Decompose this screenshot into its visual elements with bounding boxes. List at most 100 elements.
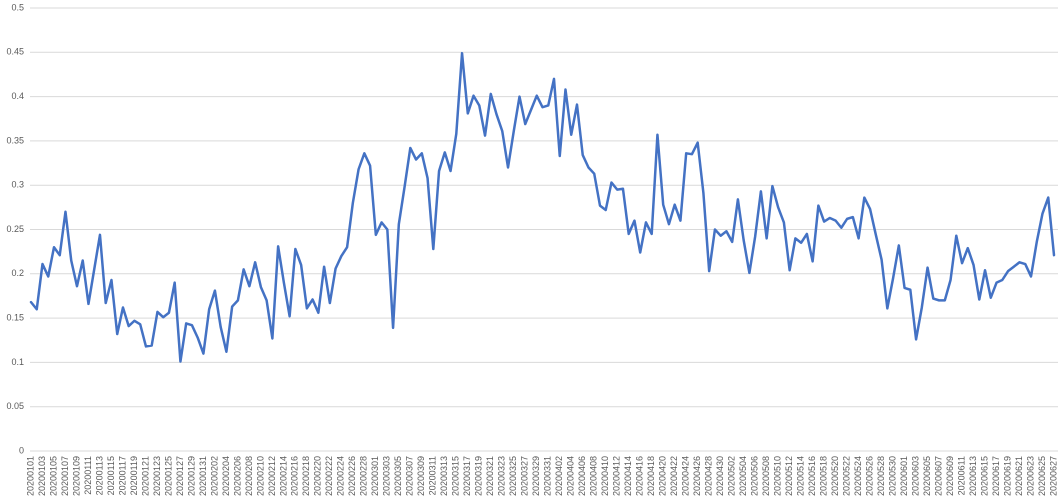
- x-tick-label: 20200317: [462, 456, 472, 496]
- x-tick-label: 20200216: [290, 456, 300, 496]
- x-tick-label: 20200524: [853, 456, 863, 496]
- x-tick-label: 20200412: [612, 456, 622, 496]
- x-tick-label: 20200121: [140, 456, 150, 496]
- x-tick-label: 20200321: [485, 456, 495, 496]
- x-tick-label: 20200516: [807, 456, 817, 496]
- x-tick-label: 20200117: [117, 456, 127, 495]
- x-tick-label: 20200615: [979, 456, 989, 496]
- x-tick-label: 20200508: [761, 456, 771, 496]
- x-tick-label: 20200607: [933, 456, 943, 496]
- x-tick-label: 20200502: [727, 456, 737, 496]
- x-tick-label: 20200202: [209, 456, 219, 496]
- x-tick-label: 20200623: [1025, 456, 1035, 496]
- x-tick-label: 20200414: [623, 456, 633, 496]
- x-tick-label: 20200111: [83, 456, 93, 495]
- x-tick-label: 20200123: [152, 456, 162, 496]
- x-tick-label: 20200113: [94, 456, 104, 495]
- x-tick-label: 20200430: [715, 456, 725, 496]
- x-tick-label: 20200307: [405, 456, 415, 496]
- x-tick-label: 20200105: [48, 456, 58, 496]
- x-tick-label: 20200510: [773, 456, 783, 496]
- x-tick-label: 20200605: [922, 456, 932, 496]
- x-tick-label: 20200528: [876, 456, 886, 496]
- data-line: [29, 51, 1056, 363]
- x-tick-label: 20200621: [1014, 456, 1024, 496]
- y-tick-label: 0.45: [6, 47, 24, 57]
- x-tick-label: 20200331: [543, 456, 553, 496]
- x-tick-label: 20200311: [428, 456, 438, 495]
- x-tick-label: 20200530: [887, 456, 897, 496]
- x-tick-label: 20200107: [60, 456, 70, 496]
- y-tick-label: 0.25: [6, 224, 24, 234]
- x-tick-label: 20200226: [347, 456, 357, 496]
- x-tick-label: 20200325: [508, 456, 518, 496]
- x-tick-label: 20200208: [244, 456, 254, 496]
- x-tick-label: 20200418: [646, 456, 656, 496]
- x-tick-label: 20200402: [554, 456, 564, 496]
- x-tick-label: 20200512: [784, 456, 794, 496]
- x-tick-label: 20200526: [864, 456, 874, 496]
- x-tick-label: 20200613: [968, 456, 978, 496]
- x-tick-label: 20200426: [692, 456, 702, 496]
- x-tick-label: 20200627: [1048, 456, 1058, 496]
- y-tick-label: 0.35: [6, 135, 24, 145]
- x-tick-label: 20200210: [255, 456, 265, 496]
- x-tick-label: 20200404: [566, 456, 576, 496]
- x-tick-label: 20200625: [1037, 456, 1047, 496]
- x-tick-label: 20200125: [163, 456, 173, 496]
- x-tick-label: 20200119: [129, 456, 139, 495]
- x-tick-label: 20200522: [841, 456, 851, 496]
- x-tick-label: 20200103: [37, 456, 47, 496]
- x-tick-label: 20200214: [278, 456, 288, 496]
- x-tick-label: 20200309: [416, 456, 426, 496]
- x-tick-label: 20200506: [750, 456, 760, 496]
- x-tick-label: 20200206: [232, 456, 242, 496]
- x-tick-label: 20200424: [681, 456, 691, 496]
- x-tick-label: 20200619: [1002, 456, 1012, 496]
- x-tick-label: 20200228: [359, 456, 369, 496]
- x-tick-label: 20200410: [600, 456, 610, 496]
- x-tick-label: 20200323: [497, 456, 507, 496]
- x-tick-label: 20200115: [106, 456, 116, 495]
- x-tick-label: 20200131: [198, 456, 208, 496]
- x-tick-label: 20200518: [818, 456, 828, 496]
- x-tick-label: 20200109: [71, 456, 81, 496]
- x-tick-label: 20200319: [474, 456, 484, 496]
- x-tick-label: 20200609: [945, 456, 955, 496]
- x-tick-label: 20200218: [301, 456, 311, 496]
- x-tick-label: 20200617: [991, 456, 1001, 496]
- x-tick-label: 20200127: [175, 456, 185, 496]
- x-tick-label: 20200428: [704, 456, 714, 496]
- x-tick-label: 20200611: [956, 456, 966, 495]
- x-tick-label: 20200422: [669, 456, 679, 496]
- x-tick-label: 20200603: [910, 456, 920, 496]
- x-tick-label: 20200129: [186, 456, 196, 496]
- x-tick-label: 20200520: [830, 456, 840, 496]
- x-tick-label: 20200315: [451, 456, 461, 496]
- y-tick-label: 0: [19, 445, 24, 455]
- y-tick-label: 0.2: [11, 268, 24, 278]
- x-tick-label: 20200220: [313, 456, 323, 496]
- y-tick-label: 0.4: [11, 91, 24, 101]
- x-tick-label: 20200101: [25, 456, 35, 496]
- x-tick-label: 20200406: [577, 456, 587, 496]
- x-tick-label: 20200224: [336, 456, 346, 496]
- x-tick-label: 20200204: [221, 456, 231, 496]
- x-tick-label: 20200222: [324, 456, 334, 496]
- x-tick-label: 20200329: [531, 456, 541, 496]
- x-tick-label: 20200514: [795, 456, 805, 496]
- x-tick-label: 20200420: [658, 456, 668, 496]
- x-tick-label: 20200303: [382, 456, 392, 496]
- x-tick-label: 20200212: [267, 456, 277, 496]
- y-tick-label: 0.3: [11, 180, 24, 190]
- x-tick-label: 20200416: [635, 456, 645, 496]
- y-tick-label: 0.15: [6, 312, 24, 322]
- x-tick-label: 20200327: [520, 456, 530, 496]
- y-tick-label: 0.05: [6, 401, 24, 411]
- x-tick-label: 20200301: [370, 456, 380, 496]
- x-tick-label: 20200601: [899, 456, 909, 496]
- x-tick-label: 20200408: [589, 456, 599, 496]
- x-tick-label: 20200305: [393, 456, 403, 496]
